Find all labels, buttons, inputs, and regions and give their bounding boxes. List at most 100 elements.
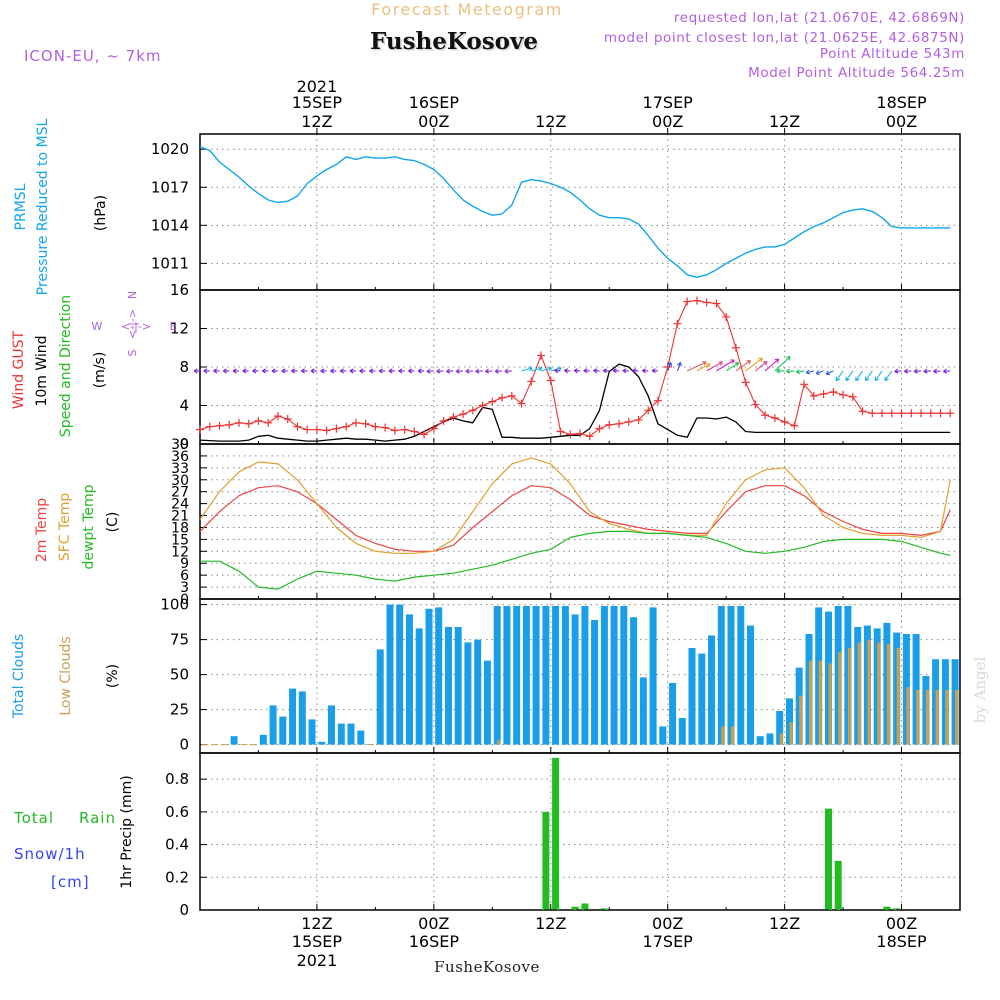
wind-arrow-icon [193,368,200,374]
wind-arrow-icon [300,368,308,374]
total-cloud-bar [561,606,569,745]
top-date-label: 17SEP [643,93,694,112]
gust-marker [722,312,731,321]
gust-marker [897,409,906,418]
total-cloud-bar [649,607,657,745]
total-cloud-bar [425,608,433,745]
y-tick-label: 100 [160,596,189,614]
wind-arrow-icon [359,368,366,374]
wind-arrow-icon [271,368,278,374]
gust-marker [488,397,497,406]
low-cloud-bar [857,642,861,745]
total-cloud-bar [435,607,443,745]
gust-marker [790,421,799,430]
cloud-labels: Total Clouds Low Clouds (%) [11,634,121,719]
wind-arrow-icon [815,370,824,375]
y-tick-label: 12 [170,320,189,338]
gust-marker [478,401,487,410]
gust-marker [244,419,253,428]
total-cloud-bar [639,677,647,745]
gust-marker [273,412,282,421]
wind-gust-label: Wind GUST [11,330,27,409]
wind-unit: (m/s) [92,352,108,389]
wind-arrow-icon [408,368,415,374]
y-tick-label: 4 [179,397,189,415]
gust-marker [761,411,770,420]
wind-arrow-icon [786,368,795,374]
low-cloud-bar [721,726,725,745]
y-tick-label: 39 [171,437,189,453]
total-cloud-bar [503,606,511,745]
clouds-unit: (%) [105,664,121,688]
wind-arrow-icon [583,368,590,374]
total-cloud-bar [357,730,365,745]
low-cloud-bar [818,660,822,745]
snow-label: Snow/1h [14,845,86,863]
top-hour-label: 00Z [652,112,683,131]
wind-arrow-icon [651,368,658,374]
low-cloud-bar [838,652,842,745]
wind-arrow-icon [913,368,922,374]
bottom-year-label: 2021 [297,951,338,970]
rain-bar [571,906,579,910]
total-cloud-bar [620,606,628,745]
wind-arrow-icon [706,361,723,372]
wind-arrow-icon [745,357,763,372]
total-cloud-bar [717,606,725,745]
gust-marker [371,422,380,431]
gust-marker [683,297,692,306]
total-cloud-bar [376,649,384,745]
top-hour-label: 00Z [418,112,449,131]
gust-marker [381,423,390,432]
gust-marker [527,377,536,386]
gust-marker [429,424,438,433]
gust-marker [537,351,546,360]
gust-marker [917,409,926,418]
bottom-date-label: 15SEP [292,932,343,951]
total-clouds-label: Total Clouds [11,634,27,719]
gust-marker [517,399,526,408]
wind-arrow-icon [602,368,610,374]
gust-marker [819,389,828,398]
total-cloud-bar [766,733,774,745]
y-tick-label: 1014 [151,216,189,234]
wind-arrow-icon [521,366,533,372]
rain-bar [893,908,901,910]
panel-1: 0 4 8 12 16 [170,281,961,453]
y-tick-label: 0.6 [165,803,189,821]
y-tick-label: 8 [179,358,189,376]
compass-e: E [170,320,177,333]
total-cloud-bar [542,606,550,745]
wind-arrow-icon [330,368,337,374]
panel-frame [199,752,961,911]
wind-arrow-icon [484,368,493,374]
total-cloud-bar [688,648,696,745]
wind-dir-label: Speed and Direction [58,295,74,437]
low-cloud-bar [847,648,852,745]
wind-arrow-icon [222,368,230,374]
low-cloud-bar [828,663,832,745]
gust-marker [907,409,916,418]
wind-arrow-icon [874,370,883,382]
gust-marker [215,421,224,430]
rain-bar [552,757,560,910]
total-cloud-bar [552,606,560,745]
y-tick-label: 0.2 [165,868,189,886]
top-hour-label: 12Z [535,112,566,131]
top-date-label: 16SEP [409,93,460,112]
top-date-label: 15SEP [292,93,343,112]
y-tick-label: 1011 [151,254,189,272]
wind-arrow-icon [795,369,805,375]
model-altitude: Model Point Altitude 564.25m [748,65,965,81]
total-cloud-bar [474,639,482,745]
total-cloud-bar [298,691,306,745]
panel-4: 0 0.2 0.4 0.6 0.8 [165,752,961,919]
total-cloud-bar [678,718,686,745]
gust-marker [546,376,555,385]
total-cloud-bar [522,606,530,745]
wind-arrow-icon [632,368,639,374]
model-label: ICON-EU, ~ 7km [24,47,162,65]
